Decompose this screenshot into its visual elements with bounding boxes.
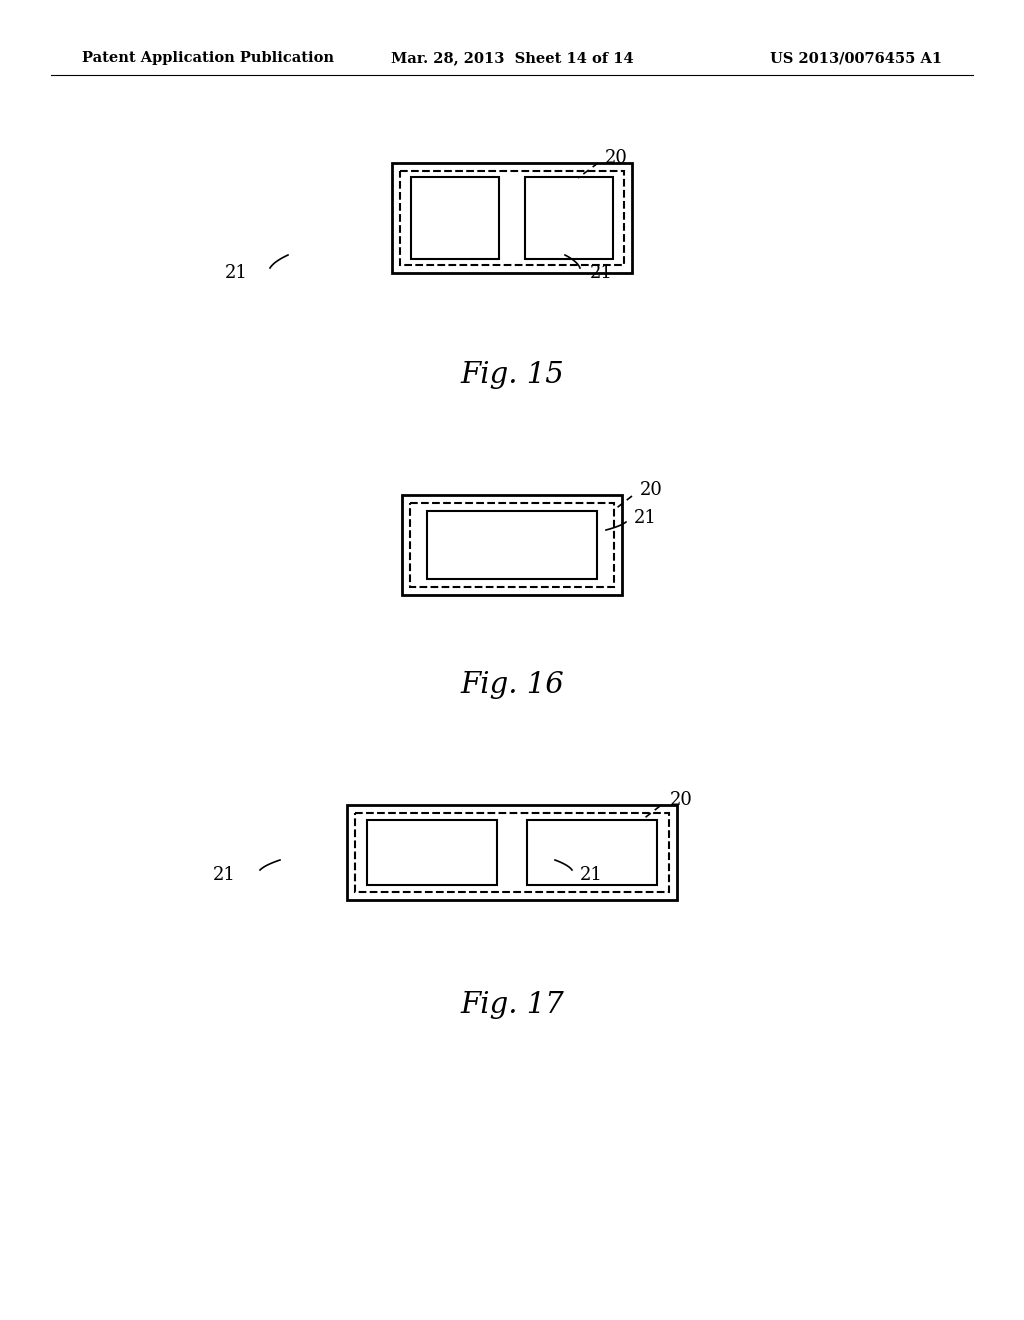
Text: Mar. 28, 2013  Sheet 14 of 14: Mar. 28, 2013 Sheet 14 of 14: [391, 51, 633, 65]
Bar: [367, 820, 497, 884]
Bar: [400, 172, 624, 265]
Bar: [525, 177, 613, 259]
Text: Fig. 16: Fig. 16: [460, 671, 564, 700]
Text: 21: 21: [225, 264, 248, 282]
Text: Patent Application Publication: Patent Application Publication: [82, 51, 334, 65]
Text: 21: 21: [213, 866, 236, 884]
Text: 20: 20: [640, 480, 663, 499]
Text: 21: 21: [590, 264, 613, 282]
Text: Fig. 15: Fig. 15: [460, 360, 564, 389]
Bar: [411, 177, 499, 259]
Bar: [402, 495, 622, 595]
Text: US 2013/0076455 A1: US 2013/0076455 A1: [770, 51, 942, 65]
Bar: [427, 511, 597, 579]
Text: 21: 21: [634, 510, 656, 527]
Bar: [355, 813, 669, 891]
Text: 21: 21: [580, 866, 603, 884]
Bar: [410, 503, 614, 587]
Bar: [527, 820, 657, 884]
Bar: [392, 162, 632, 273]
Text: Fig. 17: Fig. 17: [460, 991, 564, 1019]
Bar: [347, 804, 677, 899]
Text: 20: 20: [605, 149, 628, 168]
Text: 20: 20: [670, 791, 693, 809]
